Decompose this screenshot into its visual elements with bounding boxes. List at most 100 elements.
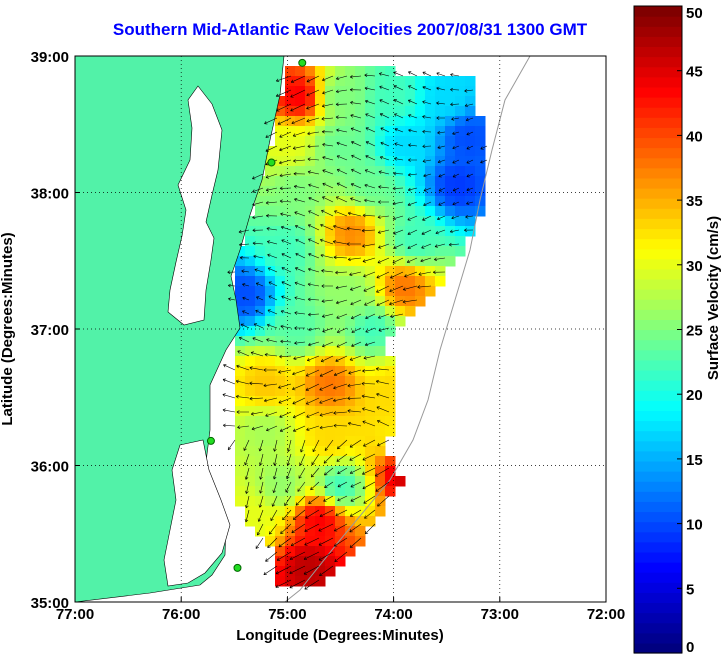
velocity-arrow [362, 407, 376, 413]
velocity-arrow [252, 201, 264, 206]
velocity-arrow [292, 383, 306, 391]
velocity-cell [235, 326, 246, 337]
velocity-cell [285, 186, 296, 197]
velocity-cell [245, 236, 256, 247]
velocity-cell [375, 116, 386, 127]
velocity-cell [255, 426, 266, 437]
velocity-cell [335, 396, 346, 407]
velocity-cell [265, 506, 276, 517]
velocity-cell [325, 446, 336, 457]
velocity-arrow [321, 117, 334, 121]
velocity-cell [315, 146, 326, 157]
velocity-cell [365, 506, 376, 517]
velocity-cell [325, 356, 336, 367]
velocity-cell [345, 216, 356, 227]
velocity-arrow [422, 86, 432, 91]
velocity-cell [285, 116, 296, 127]
velocity-cell [415, 106, 426, 117]
velocity-cell [235, 266, 246, 277]
velocity-arrow [292, 145, 306, 150]
velocity-arrow [350, 313, 362, 320]
velocity-cell [235, 466, 246, 477]
velocity-cell [245, 286, 256, 297]
velocity-cell [305, 286, 316, 297]
velocity-cell [375, 236, 386, 247]
velocity-arrow [281, 281, 292, 287]
velocity-cell [325, 566, 336, 577]
velocity-cell [305, 196, 316, 207]
velocity-arrow [236, 364, 250, 371]
colorbar-band [634, 258, 682, 270]
velocity-vectors [222, 71, 488, 590]
x-tick-label: 72:00 [587, 606, 625, 623]
y-tick-label: 37:00 [31, 322, 69, 339]
velocity-cell [375, 456, 386, 467]
velocity-cell [295, 246, 306, 257]
velocity-cell [295, 166, 306, 177]
velocity-arrow [347, 409, 362, 413]
velocity-cell [435, 216, 446, 227]
colorbar-tick-label: 50 [686, 5, 703, 22]
velocity-arrow [407, 215, 418, 221]
velocity-arrow [337, 439, 348, 450]
velocity-arrow [379, 156, 390, 161]
velocity-arrow [376, 299, 390, 307]
velocity-arrow [333, 383, 348, 390]
velocity-arrow [268, 281, 278, 287]
velocity-cell [355, 206, 366, 217]
velocity-cell [315, 506, 326, 517]
velocity-cell [305, 216, 316, 227]
velocity-arrow [393, 85, 404, 91]
velocity-cell [385, 406, 396, 417]
velocity-cell [265, 516, 276, 527]
velocity-cell [285, 326, 296, 337]
velocity-arrow [305, 383, 320, 391]
velocity-cell [315, 386, 326, 397]
velocity-cell [345, 516, 356, 527]
velocity-arrow [362, 420, 376, 427]
velocity-cell [385, 116, 396, 127]
velocity-cell [255, 386, 266, 397]
velocity-cell [365, 276, 376, 287]
velocity-cell [295, 286, 306, 297]
velocity-cell [235, 296, 246, 307]
velocity-arrow [423, 187, 432, 192]
velocity-cell [325, 496, 336, 507]
velocity-cell [325, 186, 336, 197]
y-axis-ticks: 35:00 36:00 37:00 38:00 39:00 [31, 49, 80, 612]
velocity-arrow [267, 267, 278, 273]
velocity-arrow [378, 243, 390, 249]
velocity-cell [345, 496, 356, 507]
velocity-arrow [292, 131, 306, 137]
velocity-arrow [285, 481, 292, 493]
velocity-arrow [363, 285, 376, 292]
velocity-cell [315, 346, 326, 357]
velocity-cell [295, 296, 306, 307]
velocity-arrow [266, 425, 278, 432]
velocity-arrow [255, 537, 264, 549]
velocity-cell [245, 496, 256, 507]
velocity-cell [335, 416, 346, 427]
velocity-cell [405, 306, 416, 317]
velocity-cell [255, 506, 266, 517]
velocity-cell [395, 76, 406, 87]
velocity-cell [315, 136, 326, 147]
velocity-arrow [362, 243, 376, 248]
velocity-cell [375, 496, 386, 507]
velocity-cell [295, 436, 306, 447]
colorbar-tick-label: 5 [686, 581, 694, 598]
velocity-cell [295, 396, 306, 407]
velocity-cell [265, 256, 276, 267]
velocity-arrow [270, 509, 278, 521]
velocity-cell [325, 156, 336, 167]
velocity-arrow [322, 156, 334, 161]
velocity-cell [265, 196, 276, 207]
velocity-cell [275, 506, 286, 517]
velocity-cell [355, 476, 366, 487]
velocity-cell [255, 396, 266, 407]
velocity-cell [425, 196, 436, 207]
velocity-arrow [294, 198, 306, 203]
velocity-cell [325, 66, 336, 77]
velocity-arrow [351, 341, 362, 347]
y-tick-label: 38:00 [31, 186, 69, 203]
